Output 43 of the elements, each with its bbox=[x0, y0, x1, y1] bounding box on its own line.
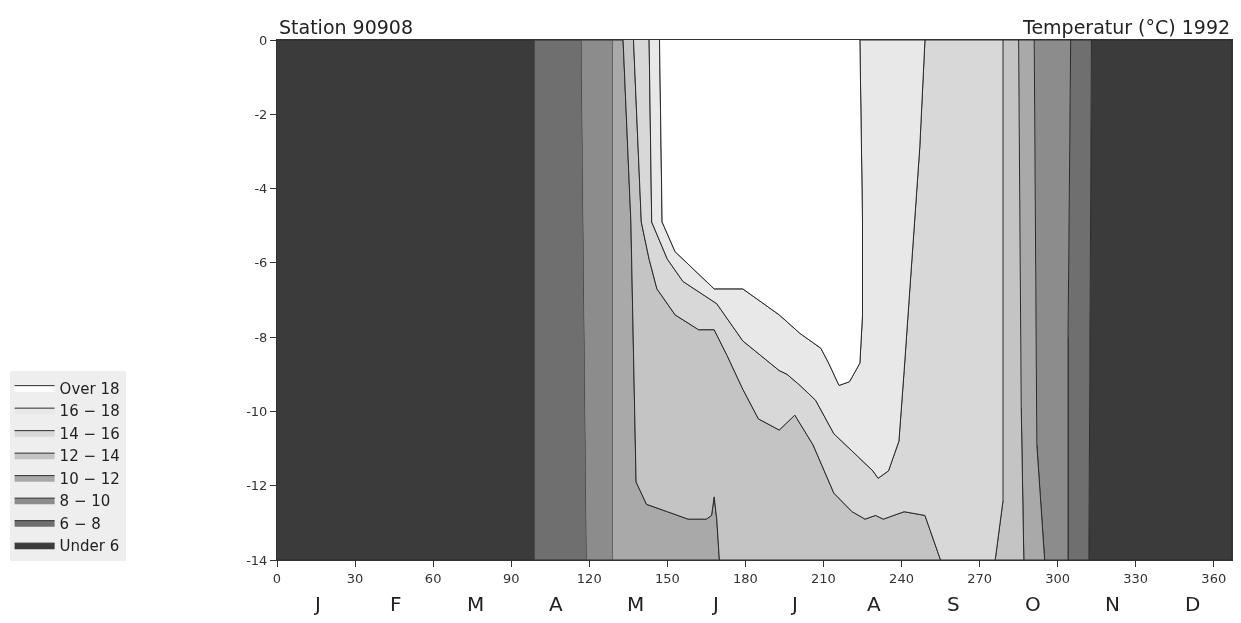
text: J bbox=[313, 592, 321, 616]
x-tick-label: 360 bbox=[1201, 570, 1227, 586]
text: F bbox=[390, 592, 402, 616]
text: A bbox=[867, 592, 881, 616]
x-tick-label: 330 bbox=[1123, 570, 1149, 586]
legend-label: 10 − 12 bbox=[59, 469, 120, 488]
y-tick-label: -2 bbox=[254, 106, 268, 122]
x-tick-label: 300 bbox=[1045, 570, 1071, 586]
text: M bbox=[627, 592, 645, 616]
x-tick-label: 0 bbox=[272, 570, 282, 586]
y-tick-label: -6 bbox=[254, 255, 268, 271]
y-tick-label: -10 bbox=[246, 403, 268, 419]
chart-subtitle: Temperatur (°C) 1992 bbox=[1022, 16, 1231, 38]
text: A bbox=[549, 592, 563, 616]
text: O bbox=[1025, 592, 1041, 616]
text: M bbox=[467, 592, 485, 616]
y-tick-label: -12 bbox=[246, 478, 268, 494]
text: S bbox=[947, 592, 960, 616]
legend-label: 6 − 8 bbox=[59, 514, 101, 533]
y-tick-label: -4 bbox=[254, 181, 268, 197]
legend-label: 12 − 14 bbox=[59, 447, 120, 465]
legend-label: Over 18 bbox=[59, 379, 120, 398]
legend-label: 8 − 10 bbox=[59, 492, 111, 510]
legend-label: 16 − 18 bbox=[59, 402, 120, 420]
y-tick-label: -8 bbox=[254, 329, 268, 345]
text: J bbox=[790, 592, 798, 616]
x-tick-label: 270 bbox=[967, 570, 992, 586]
y-tick-label: 0 bbox=[259, 32, 268, 48]
x-tick-label: 150 bbox=[654, 570, 680, 586]
legend-label: Under 6 bbox=[59, 537, 120, 555]
x-tick-label: 60 bbox=[424, 570, 442, 586]
x-tick-label: 210 bbox=[811, 570, 836, 586]
x-tick-label: 90 bbox=[502, 570, 520, 586]
chart-title: Station 90908 bbox=[279, 16, 414, 38]
x-tick-label: 240 bbox=[889, 570, 914, 586]
x-tick-label: 30 bbox=[346, 570, 364, 586]
legend-label: 14 − 16 bbox=[59, 424, 120, 443]
y-tick-label: -14 bbox=[246, 552, 268, 568]
text: J bbox=[711, 592, 719, 616]
text: N bbox=[1105, 592, 1120, 616]
text: D bbox=[1185, 592, 1201, 616]
x-tick-label: 120 bbox=[576, 570, 602, 586]
x-tick-label: 180 bbox=[732, 570, 758, 586]
